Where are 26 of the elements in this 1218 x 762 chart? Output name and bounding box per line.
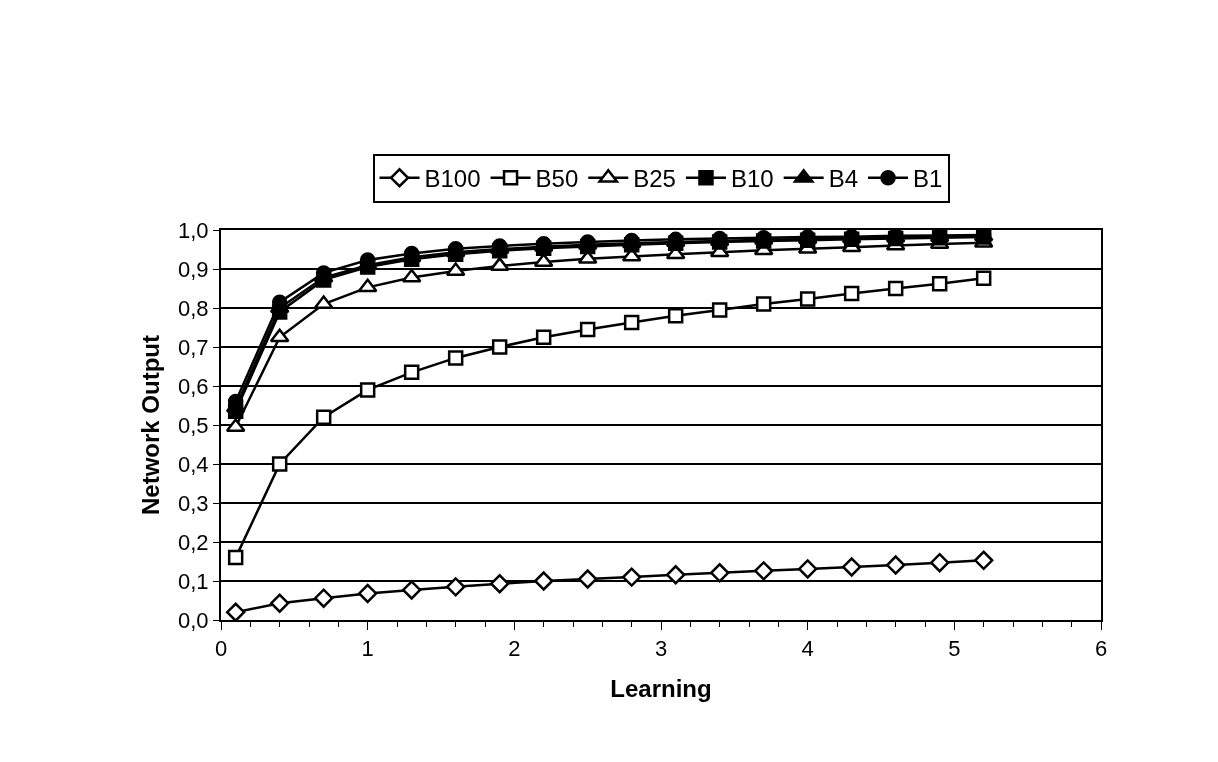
y-tick-label: 0,0 bbox=[178, 607, 209, 633]
x-axis-title: Learning bbox=[610, 675, 712, 703]
x-tick-label: 3 bbox=[654, 636, 668, 662]
x-tick-label: 5 bbox=[948, 636, 961, 662]
y-tick-label: 0,9 bbox=[178, 256, 209, 282]
x-tick-label: 4 bbox=[801, 636, 814, 662]
y-tick-label: 1,0 bbox=[178, 217, 209, 243]
y-tick-label: 0,5 bbox=[178, 412, 209, 438]
y-axis-title: Network Output bbox=[136, 335, 164, 515]
x-tick-label: 1 bbox=[361, 636, 374, 662]
legend-label: B1 bbox=[913, 165, 943, 193]
y-tick-label: 0,3 bbox=[178, 490, 209, 516]
y-tick-label: 0,4 bbox=[178, 451, 209, 477]
legend-label: B4 bbox=[828, 165, 859, 193]
x-tick-label: 2 bbox=[508, 636, 521, 662]
legend-label: B25 bbox=[633, 165, 676, 193]
y-tick-label: 0,8 bbox=[178, 295, 209, 321]
legend-label: B10 bbox=[730, 165, 774, 193]
y-tick-label: 0,7 bbox=[178, 334, 209, 360]
x-tick-label: 0 bbox=[214, 636, 228, 662]
y-tick-label: 0,2 bbox=[178, 529, 209, 555]
x-tick-label: 6 bbox=[1094, 636, 1108, 662]
legend-label: B50 bbox=[535, 165, 579, 193]
y-tick-label: 0,6 bbox=[178, 373, 209, 399]
legend-label: B100 bbox=[424, 165, 481, 193]
y-tick-label: 0,1 bbox=[178, 568, 209, 594]
